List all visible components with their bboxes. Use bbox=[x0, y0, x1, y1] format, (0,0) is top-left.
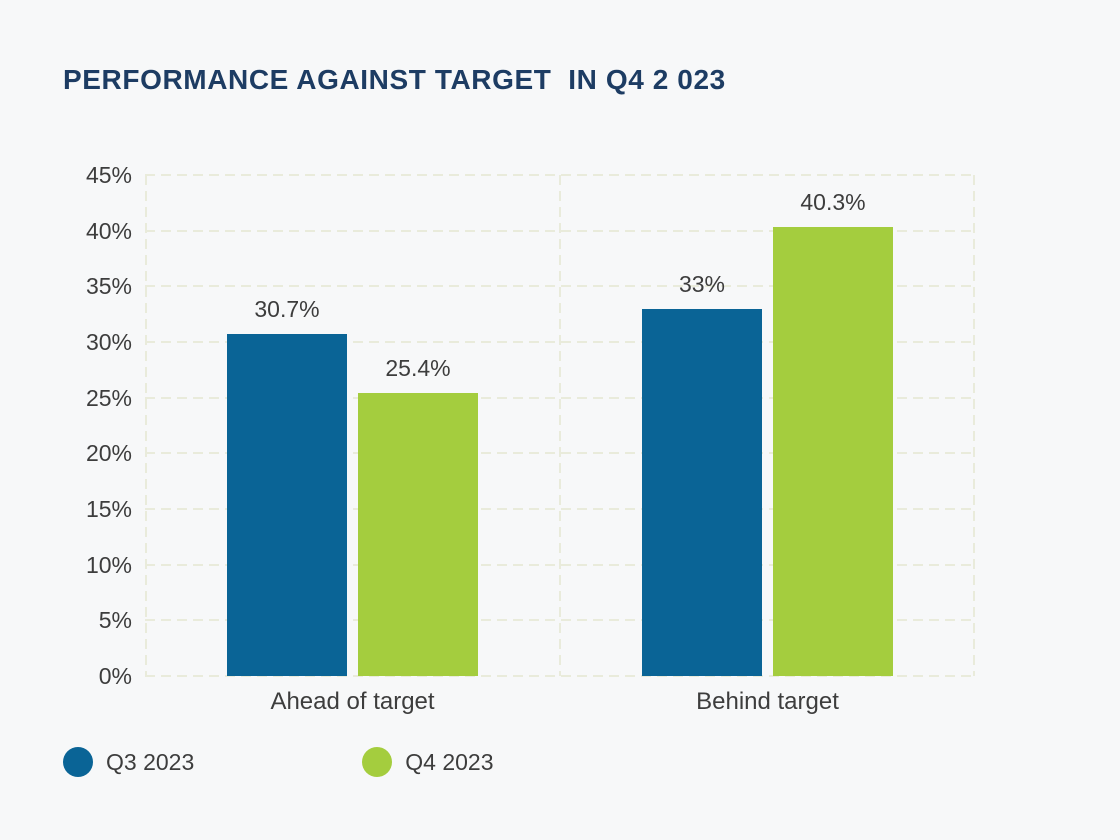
legend-swatch-icon bbox=[63, 747, 93, 777]
gridline-vertical bbox=[145, 175, 147, 676]
bar-value-label: 30.7% bbox=[254, 296, 320, 323]
bar-q3-2023-ahead-of-target: 30.7% bbox=[227, 296, 347, 676]
y-axis-tick-label: 30% bbox=[85, 329, 132, 355]
legend-label: Q3 2023 bbox=[106, 748, 195, 775]
gridline-vertical bbox=[559, 175, 561, 676]
x-axis-category-label: Behind target bbox=[696, 688, 839, 715]
y-axis-tick-label: 40% bbox=[85, 217, 132, 244]
y-axis-tick-label: 25% bbox=[85, 384, 132, 411]
y-axis-tick-label: 5% bbox=[98, 607, 132, 634]
legend-item-q4-2023: Q4 2023 bbox=[362, 747, 494, 777]
bar-value-label: 25.4% bbox=[385, 355, 451, 382]
legend-label: Q4 2023 bbox=[405, 748, 494, 775]
legend-swatch-icon bbox=[362, 747, 393, 777]
x-axis-category-label: Ahead of target bbox=[270, 688, 435, 715]
y-axis-tick-label: 35% bbox=[85, 273, 132, 300]
bar-q4-2023-ahead-of-target: 25.4% bbox=[358, 355, 478, 676]
y-axis-tick-label: 20% bbox=[85, 440, 132, 467]
bar-q4-2023-behind-target: 40.3% bbox=[773, 189, 893, 676]
bar-value-label: 40.3% bbox=[800, 189, 866, 216]
bar-q3-2023-behind-target: 33% bbox=[642, 271, 762, 676]
bar-value-label: 33% bbox=[678, 270, 726, 297]
plot-area: 30.7% 25.4% 33% 40.3% bbox=[145, 174, 975, 677]
y-axis-tick-label: 45% bbox=[85, 162, 132, 188]
chart-title: PERFORMANCE AGAINST TARGET IN Q4 2 023 bbox=[63, 64, 726, 95]
legend-item-q3-2023: Q3 2023 bbox=[63, 747, 194, 777]
y-axis-tick-label: 15% bbox=[85, 496, 132, 522]
y-axis-tick-label: 0% bbox=[98, 663, 132, 689]
gridline-vertical bbox=[973, 175, 975, 676]
gridline-horizontal bbox=[145, 174, 975, 176]
y-axis-tick-label: 10% bbox=[85, 551, 132, 578]
legend: Q3 2023 Q4 2023 bbox=[63, 747, 494, 777]
